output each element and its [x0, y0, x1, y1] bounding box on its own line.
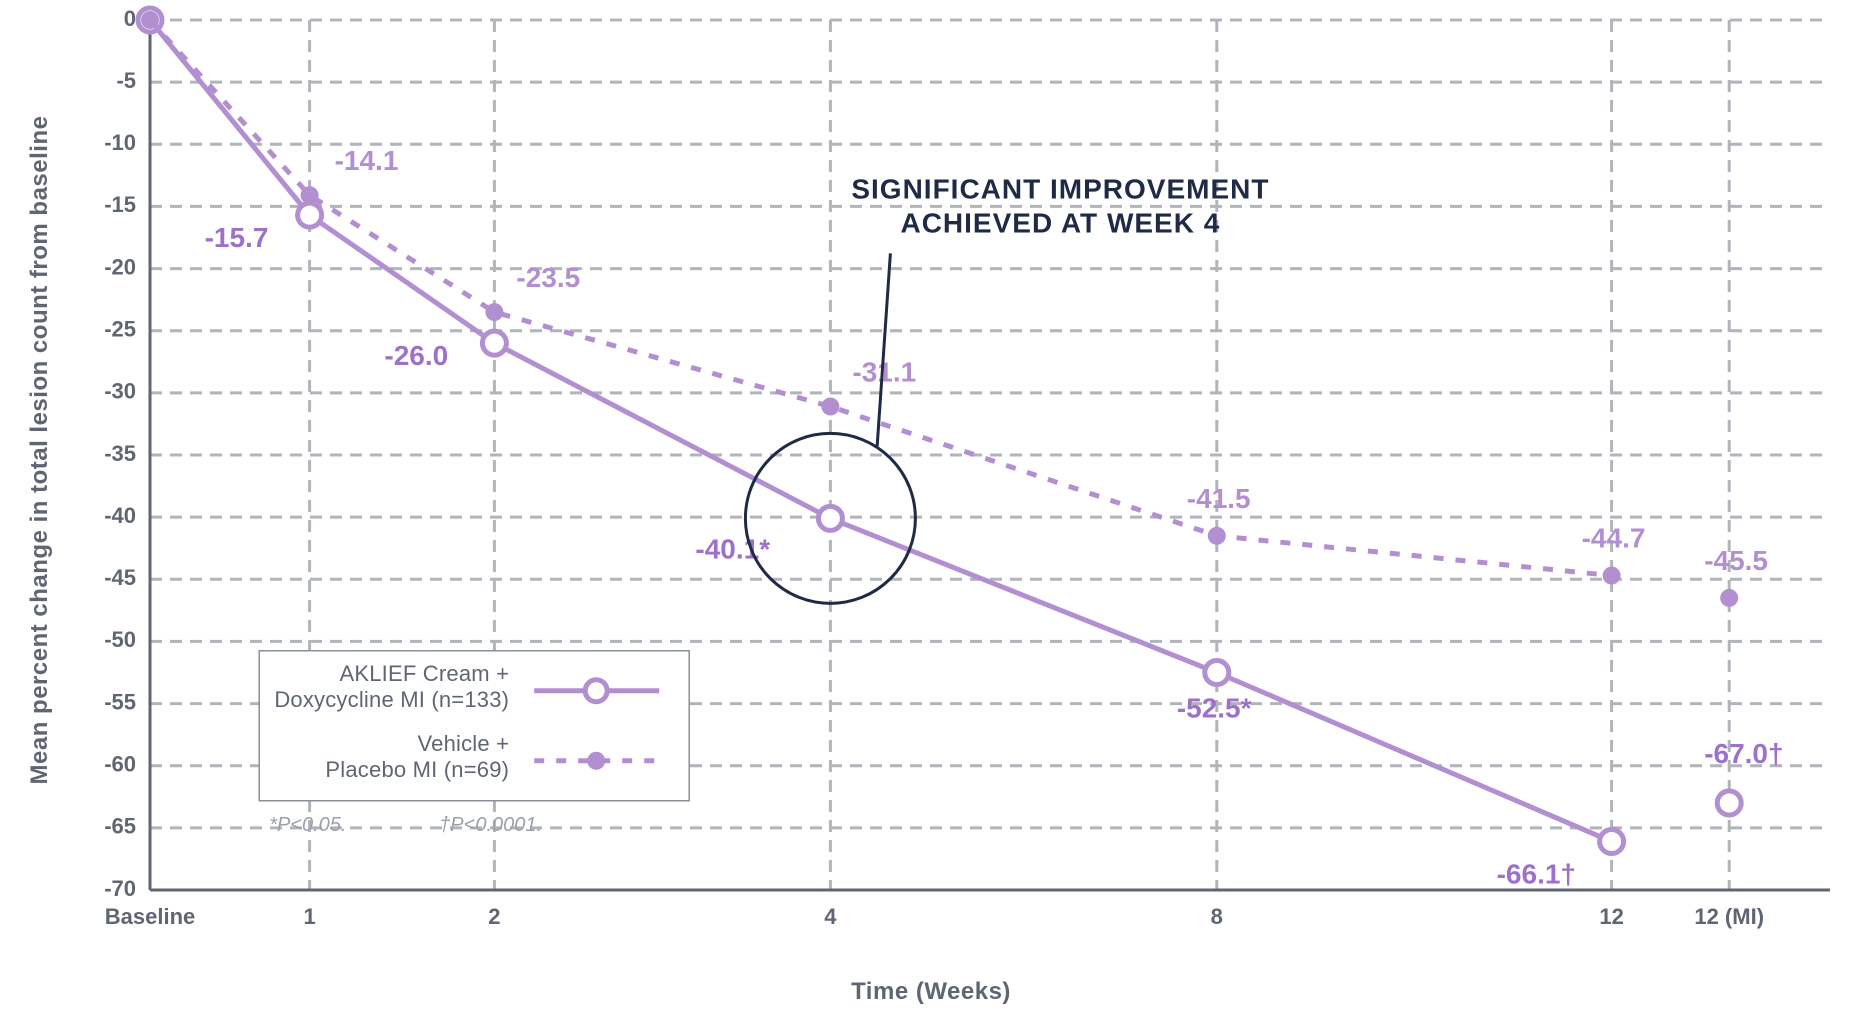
legend: AKLIEF Cream +Doxycycline MI (n=133) Vehi…	[259, 651, 689, 801]
y-axis-title: Mean percent change in total lesion coun…	[26, 116, 54, 785]
marker-treatment	[298, 203, 322, 227]
data-label-treatment: -26.0	[384, 340, 448, 371]
marker-treatment	[1600, 830, 1624, 854]
legend-label: Doxycycline MI (n=133)	[274, 687, 509, 712]
y-tick-label: 0	[124, 6, 136, 31]
y-tick-label: -30	[104, 379, 136, 404]
x-tick-label: Baseline	[105, 904, 196, 929]
data-label-treatment: -15.7	[205, 222, 269, 253]
data-label-vehicle: -14.1	[335, 145, 399, 176]
series-line-vehicle	[150, 20, 1612, 576]
x-tick-label: 4	[824, 904, 837, 929]
x-tick-label: 1	[303, 904, 315, 929]
marker-vehicle	[485, 303, 503, 321]
data-label-vehicle: -44.7	[1582, 523, 1646, 554]
footnote: †P<0.0001.	[439, 814, 542, 836]
y-tick-label: -35	[104, 441, 136, 466]
marker-vehicle	[141, 11, 159, 29]
x-tick-label: 8	[1211, 904, 1223, 929]
marker-treatment	[1205, 661, 1229, 685]
y-tick-label: -45	[104, 565, 136, 590]
y-tick-label: -20	[104, 254, 136, 279]
y-tick-label: -55	[104, 689, 136, 714]
plot-area: 0-5-10-15-20-25-30-35-40-45-50-55-60-65-…	[150, 20, 1830, 890]
plot-svg: 0-5-10-15-20-25-30-35-40-45-50-55-60-65-…	[150, 20, 1830, 890]
data-label-vehicle: -41.5	[1187, 483, 1251, 514]
lesion-change-chart: Mean percent change in total lesion coun…	[0, 0, 1862, 1016]
data-label-vehicle: -45.5	[1704, 545, 1768, 576]
y-tick-label: -10	[104, 130, 136, 155]
y-tick-label: -60	[104, 752, 136, 777]
legend-marker-open	[585, 680, 607, 702]
data-label-vehicle: -23.5	[516, 262, 580, 293]
marker-treatment	[1717, 791, 1741, 815]
y-tick-label: -70	[104, 876, 136, 901]
x-tick-label: 12 (MI)	[1694, 904, 1764, 929]
data-label-treatment: -66.1†	[1497, 859, 1576, 890]
legend-marker-filled	[587, 752, 605, 770]
marker-vehicle	[1720, 589, 1738, 607]
x-axis-title: Time (Weeks)	[0, 978, 1862, 1006]
x-tick-label: 2	[488, 904, 500, 929]
annotation-text-line2: ACHIEVED AT WEEK 4	[900, 207, 1220, 238]
marker-treatment	[482, 331, 506, 355]
y-tick-label: -40	[104, 503, 136, 528]
marker-vehicle	[301, 186, 319, 204]
footnote: *P<0.05.	[269, 814, 346, 836]
marker-vehicle	[821, 398, 839, 416]
legend-label: AKLIEF Cream +	[339, 661, 509, 686]
y-tick-label: -25	[104, 317, 136, 342]
legend-label: Vehicle +	[417, 731, 509, 756]
annotation-leader	[877, 253, 890, 446]
y-tick-label: -5	[116, 68, 136, 93]
data-label-treatment: -67.0†	[1704, 738, 1783, 769]
data-label-treatment: -52.5*	[1177, 693, 1252, 724]
x-tick-label: 12	[1599, 904, 1623, 929]
y-tick-label: -50	[104, 627, 136, 652]
y-tick-label: -65	[104, 814, 136, 839]
marker-vehicle	[1208, 527, 1226, 545]
data-label-treatment: -40.1*	[695, 533, 770, 564]
y-tick-label: -15	[104, 192, 136, 217]
marker-treatment	[818, 506, 842, 530]
marker-vehicle	[1603, 567, 1621, 585]
annotation-text-line1: SIGNIFICANT IMPROVEMENT	[851, 173, 1269, 204]
legend-label: Placebo MI (n=69)	[325, 757, 509, 782]
